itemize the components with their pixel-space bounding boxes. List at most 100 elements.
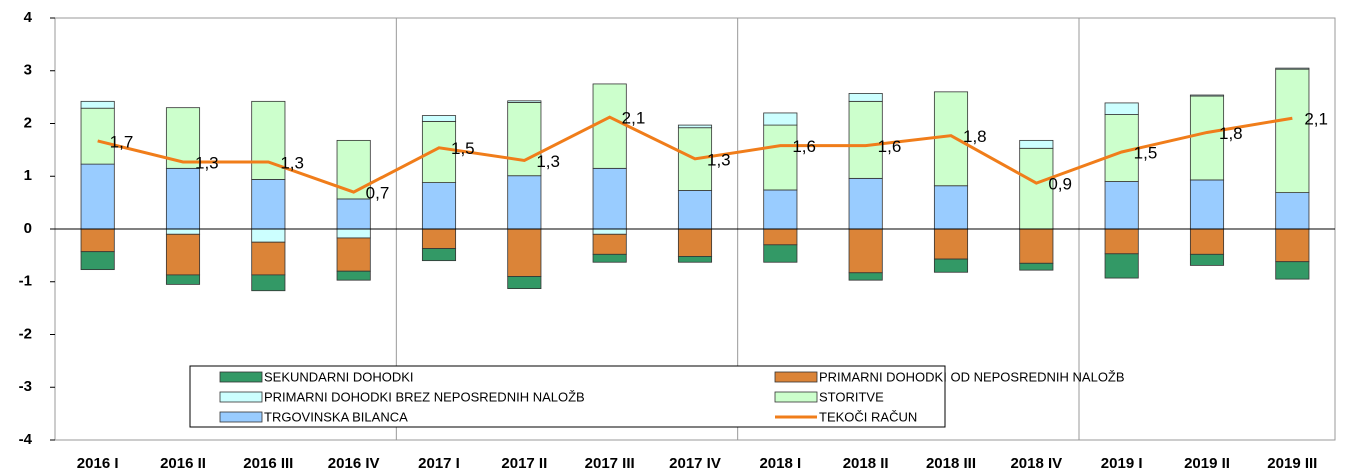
bar-segment (251, 274, 286, 292)
bar-segment (848, 272, 883, 281)
bar-segment (421, 115, 457, 122)
bar-segment (763, 112, 798, 126)
bar-segment (848, 100, 883, 179)
bar-segment (336, 228, 371, 239)
bar-segment (933, 185, 969, 230)
data-label: 2,1 (1304, 110, 1328, 129)
bar-segment (251, 179, 286, 230)
bar-segment (336, 237, 371, 272)
bar-segment (592, 253, 627, 263)
legend-label: TEKOČI RAČUN (819, 409, 917, 424)
bar-segment (1104, 228, 1139, 255)
bar-segment (1275, 68, 1310, 194)
bar-segment (848, 93, 883, 102)
bar-segment (763, 228, 798, 246)
x-tick-label: 2019 I (1101, 455, 1143, 472)
x-tick-label: 2017 II (501, 455, 547, 472)
bar-segment (1275, 67, 1310, 70)
data-label: 0,9 (1048, 175, 1072, 194)
bar-segment (80, 251, 115, 271)
bar-segment (1275, 228, 1310, 263)
legend-label: TRGOVINSKA BILANCA (264, 409, 408, 424)
bar-segment (421, 248, 457, 262)
x-tick-label: 2017 I (418, 455, 460, 472)
bar-segment (80, 228, 115, 253)
bar-segment (336, 198, 371, 230)
bar-segment (1189, 228, 1225, 255)
bar-segment (507, 228, 542, 277)
bar-segment (165, 107, 201, 169)
bar-segment (80, 163, 115, 230)
bar-segment (251, 228, 286, 243)
legend-swatch (774, 391, 818, 403)
legend-swatch (219, 411, 263, 423)
x-tick-label: 2016 IV (328, 455, 380, 472)
y-tick-label: -4 (19, 431, 33, 448)
data-label: 1,7 (110, 132, 134, 151)
bar-segment (507, 175, 542, 230)
legend-label: PRIMARNI DOHODKI OD NEPOSREDNIH NALOŽB (819, 369, 1125, 384)
bar-segment (677, 124, 713, 129)
data-label: 1,5 (1134, 143, 1158, 162)
data-label: 1,6 (792, 137, 816, 156)
legend-swatch (219, 391, 263, 403)
data-label: 1,3 (195, 153, 219, 172)
bar-segment (677, 256, 713, 263)
bar-segment (421, 228, 457, 249)
x-tick-label: 2017 IV (669, 455, 721, 472)
bar-segment (848, 177, 883, 230)
x-tick-label: 2016 I (77, 455, 119, 472)
bar-segment (848, 228, 883, 274)
y-tick-label: 3 (24, 62, 32, 79)
bar-segment (677, 190, 713, 230)
bar-segment (1104, 253, 1139, 279)
bar-segment (933, 258, 969, 273)
bar-segment (165, 233, 201, 276)
bar-segment (1104, 102, 1139, 115)
bar-segment (677, 228, 713, 257)
bar-segment (763, 244, 798, 263)
data-label: 1,6 (878, 137, 902, 156)
bar-segment (933, 91, 969, 187)
bar-segment (1019, 262, 1054, 271)
bar-segment (80, 100, 115, 109)
legend-label: SEKUNDARNI DOHODKI (264, 369, 414, 384)
bar-segment (80, 107, 115, 165)
legend-swatch (219, 371, 263, 383)
line-series (97, 115, 1293, 194)
bar-segment (763, 189, 798, 230)
bar-segment (507, 276, 542, 290)
bar-segment (165, 274, 201, 285)
bar-segment (165, 167, 201, 230)
x-tick-label: 2018 III (926, 455, 976, 472)
x-tick-label: 2018 II (843, 455, 889, 472)
bar-segment (251, 241, 286, 276)
y-tick-label: 0 (24, 220, 32, 237)
legend-label: STORITVE (819, 389, 884, 404)
x-tick-label: 2016 II (160, 455, 206, 472)
y-tick-label: -1 (19, 273, 32, 290)
data-label: 1,8 (1219, 124, 1243, 143)
y-tick-label: 1 (24, 167, 32, 184)
y-tick-label: 4 (24, 9, 33, 26)
bar-segment (165, 228, 201, 235)
x-tick-label: 2016 III (243, 455, 293, 472)
x-tick-label: 2019 III (1267, 455, 1317, 472)
x-tick-label: 2019 II (1184, 455, 1230, 472)
bar-segment (1189, 253, 1225, 266)
data-label: 0,7 (366, 184, 390, 203)
data-label: 1,3 (280, 153, 304, 172)
bar-segment (1019, 228, 1054, 264)
bar-segment (592, 228, 627, 235)
bar-segment (1104, 181, 1139, 230)
bar-segment (1189, 94, 1225, 97)
bar-segment (1275, 261, 1310, 280)
x-tick-label: 2018 IV (1010, 455, 1062, 472)
bar-segment (763, 124, 798, 191)
y-tick-label: -2 (19, 325, 32, 342)
bar-segment (421, 182, 457, 230)
bar-segment (592, 83, 627, 169)
bar-segment (1189, 95, 1225, 181)
data-label: 1,8 (963, 127, 987, 146)
